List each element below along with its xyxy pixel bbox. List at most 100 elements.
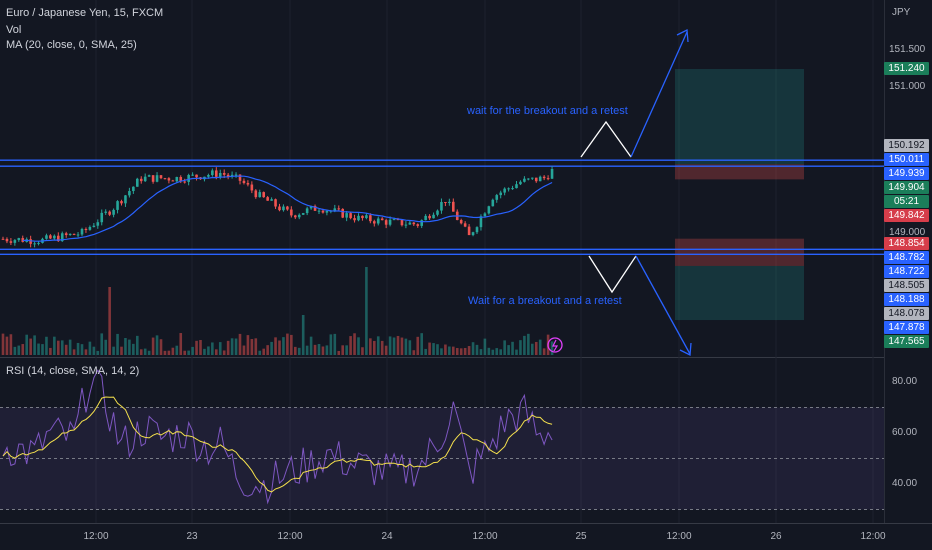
long-stop-zone — [675, 164, 804, 180]
volume-bar — [266, 345, 269, 355]
candle-body — [92, 225, 96, 228]
short-target-zone — [675, 265, 804, 321]
candle-body — [282, 206, 285, 211]
rsi-indicator-label[interactable]: RSI (14, close, SMA, 14, 2) — [6, 365, 140, 377]
volume-bar — [246, 335, 250, 355]
price-tag: 148.722 — [884, 264, 929, 278]
candle-body — [420, 220, 423, 226]
volume-bar — [483, 338, 487, 355]
volume-bar — [467, 346, 471, 355]
volume-indicator-label[interactable]: Vol — [6, 24, 22, 36]
volume-bar — [507, 345, 510, 355]
volume-bar — [463, 347, 467, 355]
volume-bar — [432, 343, 435, 355]
volume-bar — [195, 340, 198, 355]
volume-bar — [84, 349, 88, 355]
candle-body — [290, 209, 293, 216]
time-tick: 12:00 — [472, 531, 498, 542]
symbol-title[interactable]: Euro / Japanese Yen, 15, FXCM — [6, 7, 164, 19]
candle-body — [523, 178, 526, 182]
candle-body — [222, 172, 226, 175]
candle-body — [124, 195, 127, 204]
rsi-ma-line — [2, 396, 553, 493]
volume-bar — [274, 337, 277, 355]
volume-bar — [49, 347, 52, 355]
volume-bar — [218, 342, 222, 355]
volume-bar — [499, 349, 502, 355]
price-tag: 147.565 — [884, 334, 929, 348]
candle-body — [242, 180, 246, 184]
volume-bar — [455, 348, 459, 355]
candle-body — [254, 190, 258, 198]
candle-body — [143, 176, 147, 182]
candle-body — [376, 218, 380, 224]
candle-body — [388, 219, 392, 225]
volume-bar — [297, 347, 301, 355]
candle-body — [266, 197, 269, 201]
candle-body — [416, 224, 420, 226]
breakout-annotation-bottom[interactable]: Wait for a breakout and a retest — [468, 295, 622, 307]
volume-bar — [452, 346, 455, 355]
volume-bar — [321, 346, 325, 355]
volume-bar — [9, 334, 13, 355]
candle-body — [112, 209, 115, 215]
candle-body — [246, 183, 250, 185]
candle-body — [1, 238, 5, 240]
ma-indicator-label[interactable]: MA (20, close, 0, SMA, 25) — [6, 39, 137, 51]
currency-label: JPY — [892, 7, 911, 18]
volume-bar — [104, 339, 107, 355]
volume-bar — [187, 350, 190, 355]
candle-body — [49, 235, 52, 239]
candle-body — [191, 174, 194, 176]
volume-bar — [226, 340, 230, 355]
volume-bar — [341, 345, 344, 355]
candle-body — [507, 188, 510, 190]
volume-bar — [163, 350, 167, 355]
long-target-zone — [675, 69, 804, 165]
volume-bar — [538, 339, 542, 355]
volume-bar — [416, 336, 420, 355]
price-tick: 149.000 — [889, 227, 926, 238]
candle-body — [72, 233, 76, 235]
candle-body — [80, 229, 84, 235]
volume-bar — [428, 342, 431, 355]
breakout-annotation-top[interactable]: wait for the breakout and a retest — [467, 105, 628, 117]
price-tag: 149.904 — [884, 180, 929, 194]
volume-bar — [183, 350, 186, 355]
candle-body — [538, 176, 542, 182]
volume-bar — [278, 340, 281, 355]
candle-body — [424, 215, 427, 221]
volume-bar — [116, 333, 119, 355]
volume-bar — [234, 338, 238, 355]
candle-body — [333, 208, 337, 211]
price-tag: 149.842 — [884, 208, 929, 222]
volume-bar — [17, 345, 21, 355]
candle-body — [60, 233, 64, 242]
candle-body — [163, 178, 167, 180]
candle-body — [167, 178, 171, 181]
volume-bar — [25, 334, 28, 355]
time-tick: 23 — [186, 531, 198, 542]
candle-body — [531, 177, 534, 179]
candle-body — [392, 219, 396, 221]
volume-bar — [159, 339, 163, 355]
candle-body — [499, 192, 502, 196]
volume-bar — [286, 333, 289, 355]
candle-body — [491, 199, 495, 207]
candle-body — [132, 186, 135, 192]
volume-bar — [258, 350, 262, 355]
volume-bar — [301, 315, 305, 355]
candle-body — [380, 218, 384, 221]
volume-bar — [262, 348, 265, 355]
volume-bar — [373, 340, 376, 355]
candle-body — [349, 213, 352, 219]
candle-body — [467, 226, 471, 236]
volume-bar — [380, 340, 384, 355]
volume-bar — [388, 336, 392, 355]
volume-bar — [124, 337, 127, 355]
volume-bar — [369, 338, 372, 355]
volume-bar — [479, 349, 483, 355]
volume-bar — [420, 333, 423, 355]
volume-bar — [230, 338, 234, 355]
